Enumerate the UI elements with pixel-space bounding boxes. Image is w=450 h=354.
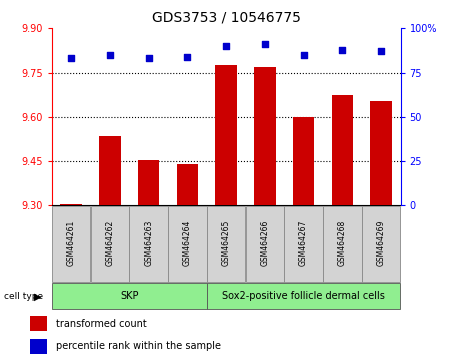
Text: GSM464262: GSM464262	[105, 219, 114, 266]
Point	[222, 43, 230, 49]
FancyBboxPatch shape	[129, 206, 168, 282]
Bar	[370, 101, 392, 205]
FancyBboxPatch shape	[52, 206, 90, 282]
Text: Sox2-positive follicle dermal cells: Sox2-positive follicle dermal cells	[222, 291, 385, 302]
Point	[106, 52, 113, 58]
Title: GDS3753 / 10546775: GDS3753 / 10546775	[152, 10, 301, 24]
Bar	[31, 339, 47, 354]
Bar	[332, 95, 353, 205]
FancyBboxPatch shape	[207, 284, 400, 309]
Text: ▶: ▶	[34, 291, 41, 302]
Bar	[31, 316, 47, 331]
FancyBboxPatch shape	[207, 206, 245, 282]
Text: GSM464266: GSM464266	[261, 219, 270, 266]
Bar	[99, 136, 121, 205]
FancyBboxPatch shape	[52, 284, 207, 309]
Text: GSM464267: GSM464267	[299, 219, 308, 266]
Bar	[177, 164, 198, 205]
Bar	[138, 160, 159, 205]
Point	[378, 48, 385, 54]
Point	[261, 41, 269, 47]
Point	[68, 56, 75, 61]
Text: GSM464261: GSM464261	[67, 219, 76, 266]
FancyBboxPatch shape	[90, 206, 129, 282]
FancyBboxPatch shape	[284, 206, 323, 282]
Text: GSM464264: GSM464264	[183, 219, 192, 266]
Text: GSM464268: GSM464268	[338, 219, 347, 266]
FancyBboxPatch shape	[246, 206, 284, 282]
FancyBboxPatch shape	[323, 206, 362, 282]
Text: GSM464265: GSM464265	[221, 219, 230, 266]
Text: SKP: SKP	[120, 291, 139, 302]
FancyBboxPatch shape	[362, 206, 400, 282]
Bar	[254, 67, 275, 205]
Point	[145, 56, 152, 61]
Point	[300, 52, 307, 58]
Text: percentile rank within the sample: percentile rank within the sample	[56, 341, 221, 352]
Text: GSM464263: GSM464263	[144, 219, 153, 266]
Bar	[293, 117, 314, 205]
Bar	[216, 65, 237, 205]
Point	[184, 54, 191, 59]
Text: transformed count: transformed count	[56, 319, 147, 329]
FancyBboxPatch shape	[168, 206, 207, 282]
Point	[339, 47, 346, 52]
Text: GSM464269: GSM464269	[377, 219, 386, 266]
Text: cell type: cell type	[4, 292, 44, 301]
Bar	[60, 204, 82, 205]
